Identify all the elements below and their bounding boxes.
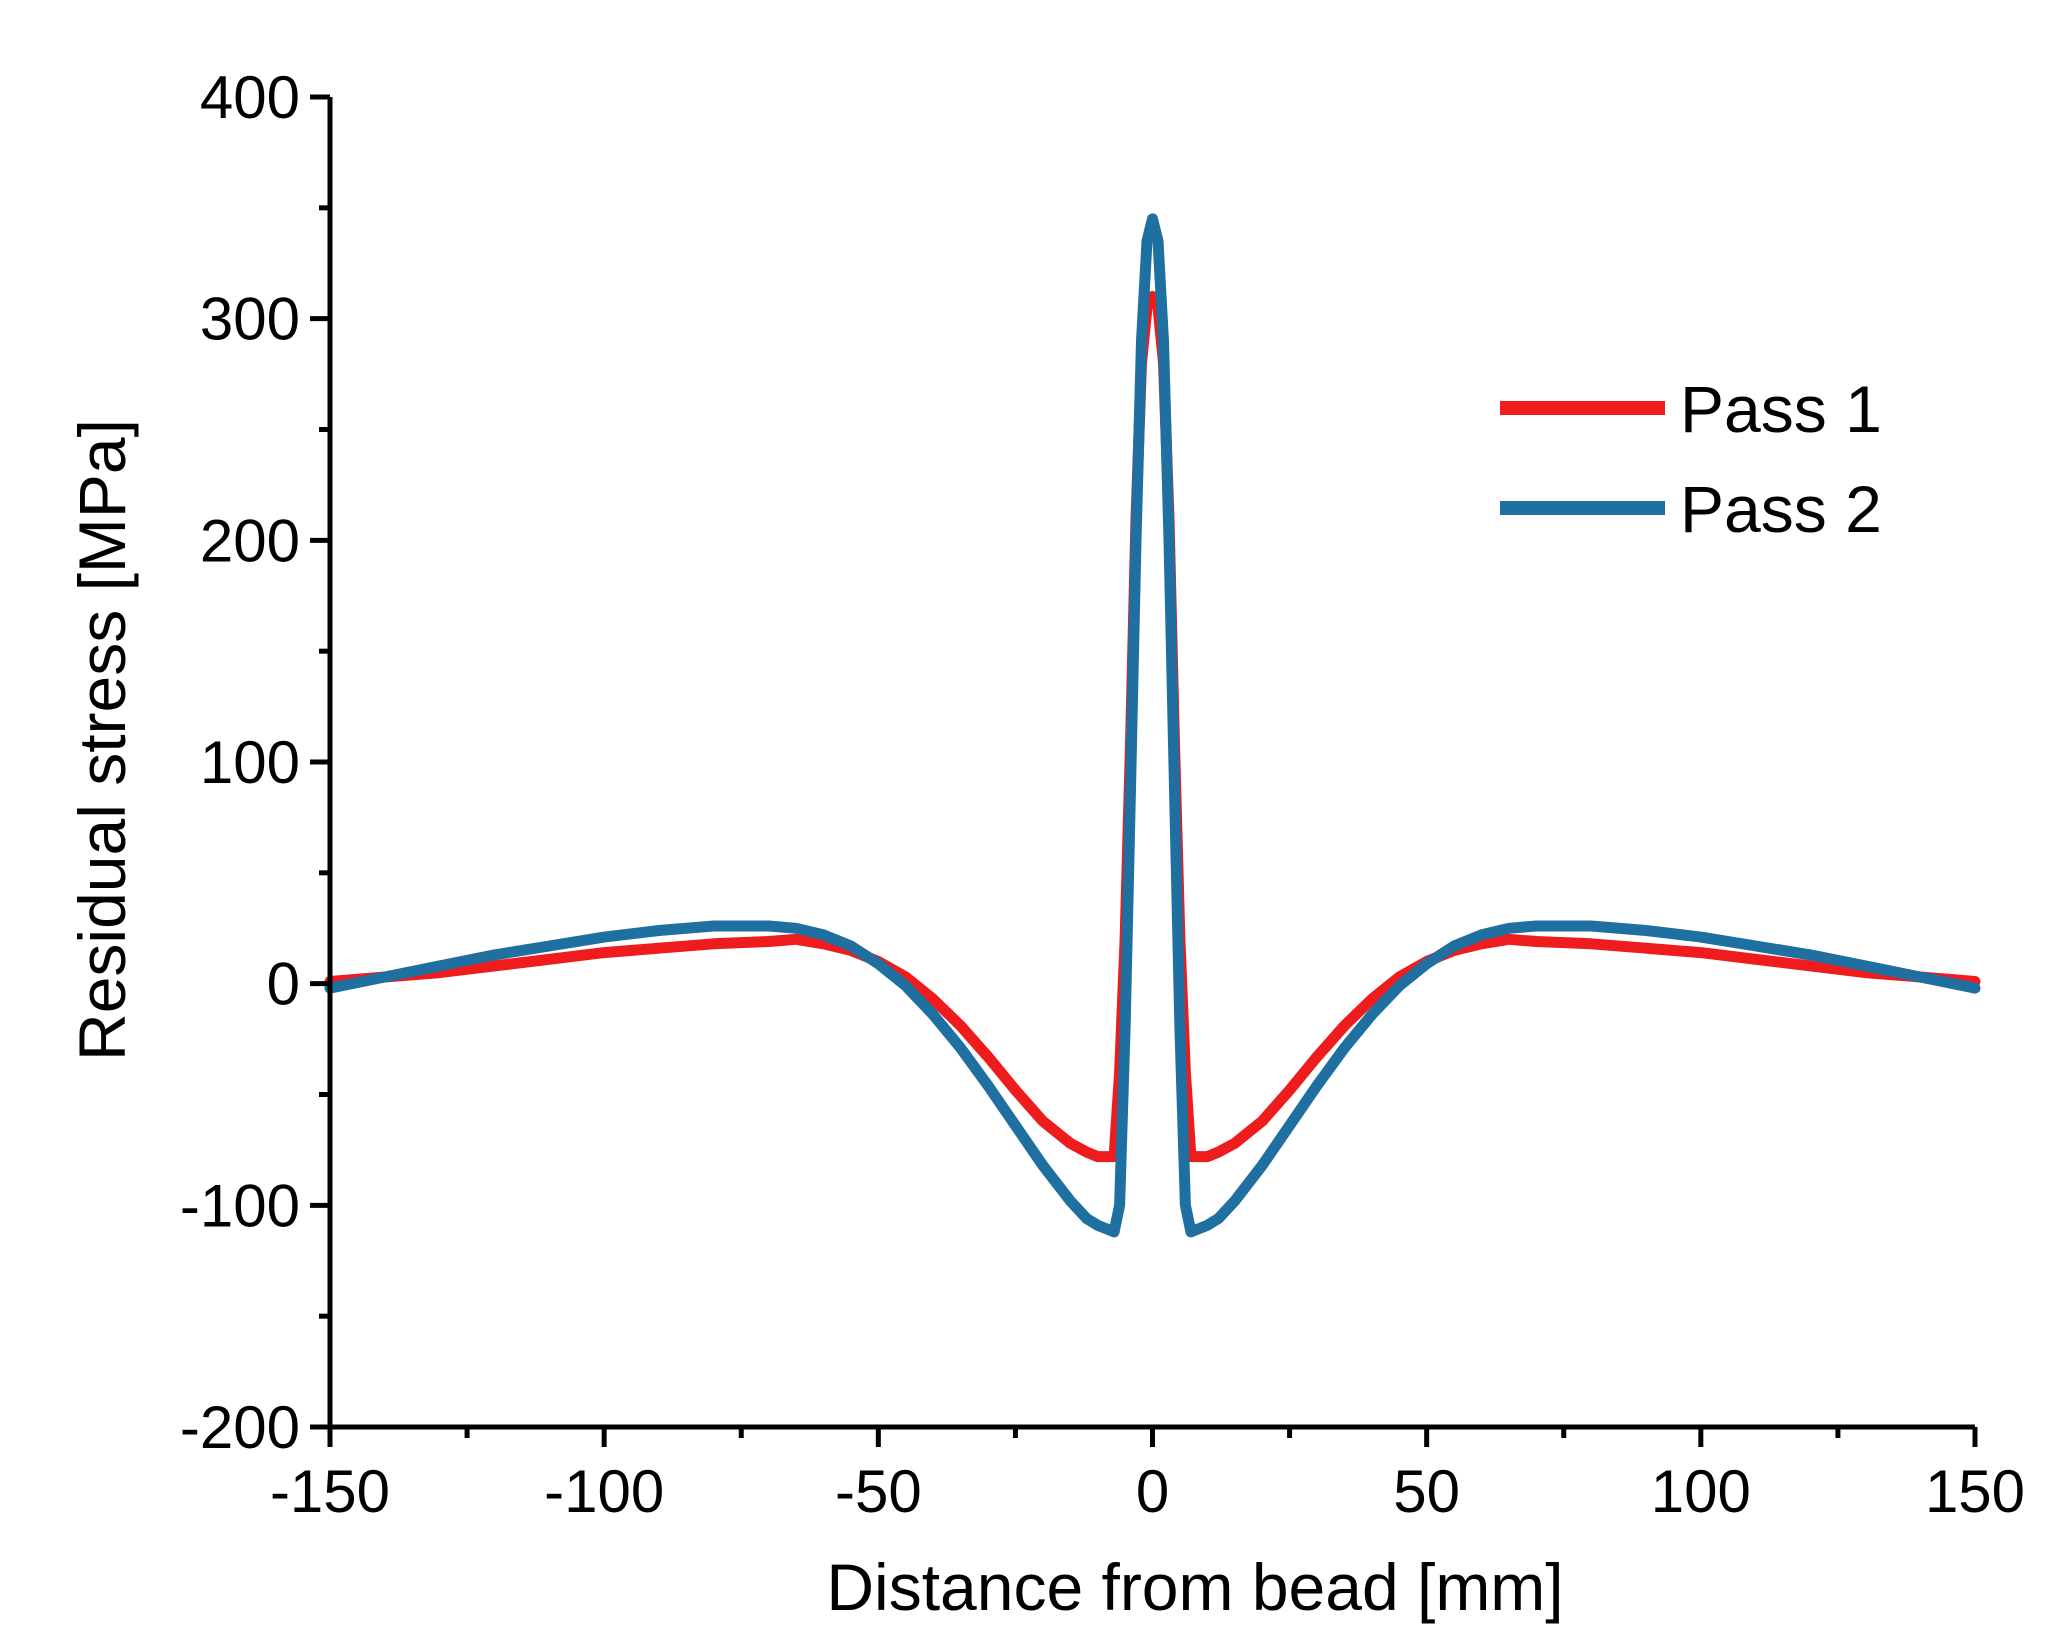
- x-tick-label: -100: [544, 1458, 664, 1525]
- x-axis-title: Distance from bead [mm]: [826, 1550, 1563, 1624]
- plot-lines: [324, 213, 1981, 1238]
- legend-label-pass-2: Pass 2: [1680, 472, 1882, 546]
- x-tick-label: -50: [835, 1458, 922, 1525]
- legend: Pass 1 Pass 2: [1500, 372, 1882, 546]
- x-tick-label: 50: [1393, 1458, 1460, 1525]
- y-axis-title: Residual stress [MPa]: [65, 419, 139, 1061]
- legend-label-pass-1: Pass 1: [1680, 372, 1882, 446]
- y-tick-label: -200: [180, 1394, 300, 1461]
- y-tick-label: 100: [200, 729, 300, 796]
- y-tick-label: 0: [267, 951, 300, 1018]
- y-tick-label: 200: [200, 507, 300, 574]
- series-line-pass-2: [324, 213, 1981, 1238]
- x-tick-label: 0: [1136, 1458, 1169, 1525]
- tick-labels: -150 -100 -50 0 50 100 150 -200 -100 0 100 200 300 40…: [180, 64, 2025, 1525]
- x-tick-label: 100: [1651, 1458, 1751, 1525]
- y-tick-label: -100: [180, 1172, 300, 1239]
- x-tick-label: -150: [270, 1458, 390, 1525]
- ticks: [310, 94, 1978, 1447]
- x-tick-label: 150: [1925, 1458, 2025, 1525]
- series-line-pass-1: [324, 291, 1981, 1163]
- y-tick-label: 400: [200, 64, 300, 131]
- y-tick-label: 300: [200, 286, 300, 353]
